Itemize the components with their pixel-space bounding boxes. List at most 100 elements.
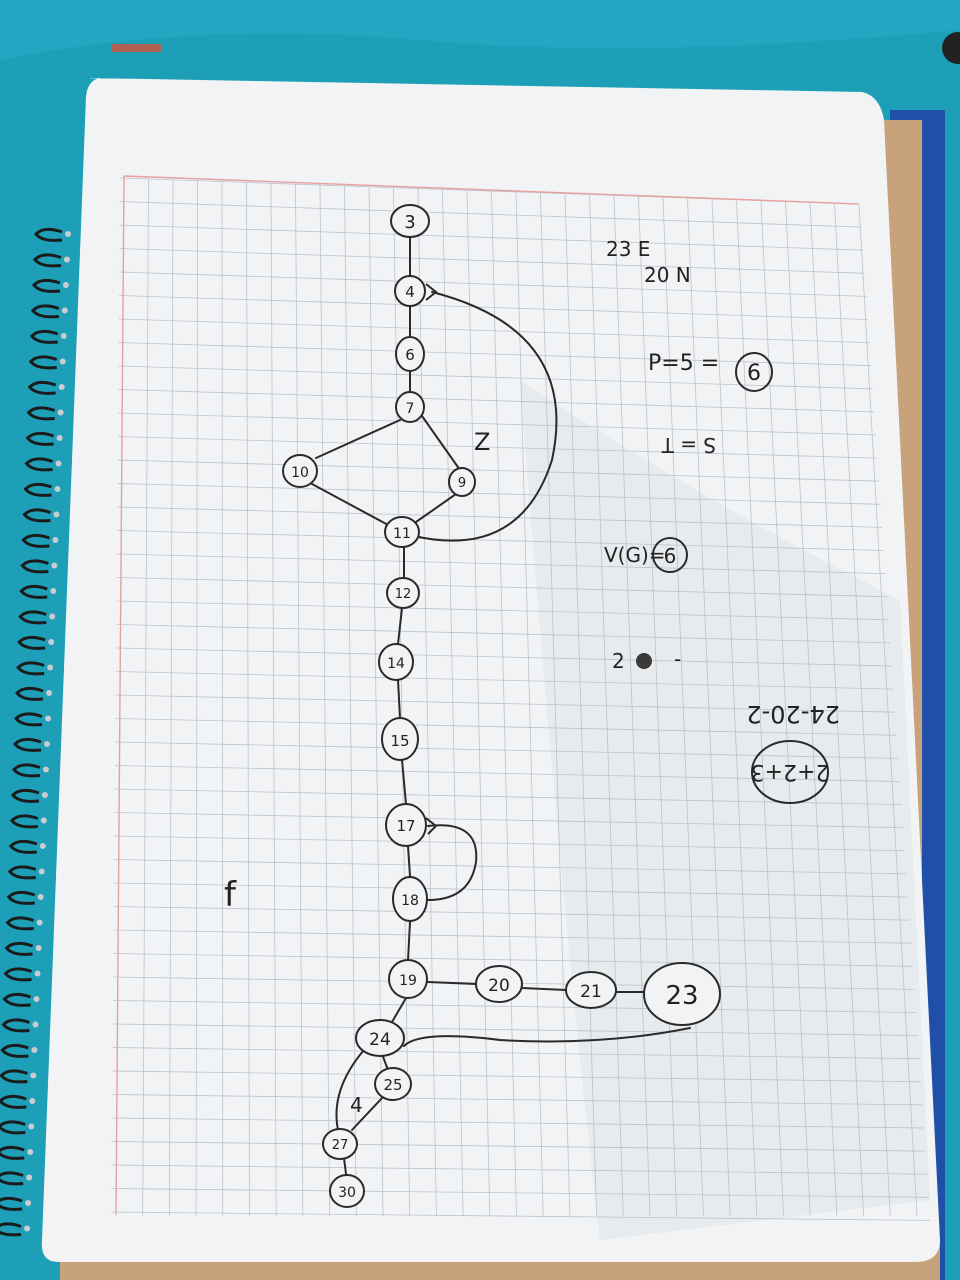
node-11: 11: [384, 516, 420, 548]
spiral-ring: [28, 355, 58, 370]
grid-line-vertical: [687, 198, 731, 1217]
edge-25-27: [351, 1097, 383, 1131]
spiral-hole: [51, 562, 58, 569]
spiral-hole: [49, 613, 56, 620]
spiral-hole: [38, 868, 45, 875]
grid-line-horizontal: [119, 224, 864, 251]
spiral-ring: [0, 1069, 28, 1084]
grid-line-vertical: [638, 196, 678, 1217]
grid-line-horizontal: [117, 436, 878, 459]
grid-line-horizontal: [113, 953, 913, 967]
grid-line-horizontal: [116, 530, 885, 551]
spiral-ring: [14, 712, 43, 727]
spiral-hole: [28, 1123, 35, 1130]
edge-10-11: [311, 483, 391, 527]
grid-line-horizontal: [112, 1047, 920, 1060]
spiral-ring: [29, 329, 59, 344]
spiral-hole: [52, 537, 59, 543]
graph-paper-grid: [111, 177, 931, 1221]
note-s-eq: S = T: [661, 433, 716, 457]
graph-nodes: 3 4 6 7 10 9 11 12 14 15 17 18 19 20 21 …: [282, 204, 721, 1208]
node-label-23: 23: [665, 981, 698, 1011]
spiral-ring: [6, 890, 36, 905]
note-v-result: 6: [664, 544, 677, 568]
spiral-hole: [29, 1098, 36, 1104]
spiral-hole: [35, 945, 42, 951]
spiral-hole: [41, 792, 48, 798]
spiral-ring: [0, 1120, 26, 1135]
spiral-ring: [2, 992, 31, 1007]
grid-line-horizontal: [114, 835, 905, 852]
edge-19-24: [391, 997, 407, 1023]
node-label-17: 17: [396, 817, 415, 835]
edge-12-14: [397, 607, 403, 645]
node-label-3: 3: [404, 212, 415, 233]
spiral-hole: [62, 282, 69, 288]
spiral-hole: [25, 1200, 32, 1206]
node-label-11: 11: [393, 526, 411, 542]
node-25: 25: [374, 1067, 412, 1101]
spiral-hole: [54, 486, 61, 492]
spiral-hole: [26, 1174, 33, 1181]
spiral-ring: [30, 304, 60, 319]
spiral-ring: [20, 559, 49, 574]
note-p-result: 6: [747, 361, 761, 386]
spiral-ring: [5, 916, 35, 931]
edge-19-20: [427, 981, 477, 985]
spiral-ring: [31, 278, 61, 293]
grid-line-horizontal: [118, 389, 875, 413]
grid-line-horizontal: [112, 1000, 917, 1013]
spiral-hole: [45, 715, 52, 722]
spiral-hole: [46, 690, 53, 696]
grid-line-horizontal: [114, 812, 904, 829]
spiral-hole: [27, 1149, 34, 1155]
spiral-hole: [57, 409, 64, 416]
grid-line-horizontal: [119, 201, 862, 228]
grid-line-horizontal: [119, 248, 865, 274]
grid-line-vertical: [295, 184, 304, 1217]
grid-line-horizontal: [118, 342, 872, 367]
grid-line-horizontal: [117, 506, 883, 528]
grid-line-horizontal: [117, 483, 881, 505]
grid-line-horizontal: [115, 647, 893, 667]
spiral-ring: [0, 1171, 24, 1186]
grid-line-horizontal: [111, 1164, 928, 1175]
grid-line-vertical: [760, 201, 811, 1217]
spiral-ring: [24, 457, 54, 472]
grid-line-horizontal: [114, 788, 902, 805]
spiral-ring: [16, 661, 45, 676]
spiral-hole: [33, 996, 40, 1002]
spiral-hole: [56, 435, 63, 441]
spiral-hole: [53, 511, 60, 518]
edge-9-11: [415, 493, 457, 523]
spiral-ring: [0, 1196, 23, 1211]
grid-line-vertical: [270, 183, 277, 1217]
spiral-ring: [27, 380, 57, 395]
spiral-hole: [63, 256, 70, 263]
spiral-hole: [59, 358, 66, 365]
spiral-hole: [42, 766, 49, 773]
node-18: 18: [392, 876, 428, 922]
node-label-27: 27: [332, 1138, 349, 1153]
spiral-ring: [13, 737, 42, 752]
edge-23-24-arc: [403, 1027, 691, 1047]
grid-line-horizontal: [115, 694, 896, 713]
note-p-circle: [735, 352, 773, 392]
grid-line-horizontal: [114, 765, 901, 782]
spiral-ring: [3, 967, 33, 982]
grid-line-horizontal: [113, 906, 910, 921]
margin-line: [115, 175, 859, 1215]
edge-7-10: [315, 419, 401, 459]
spiral-ring: [22, 508, 51, 523]
spiral-ring: [25, 431, 55, 446]
grid-line-vertical: [736, 200, 784, 1217]
node-27: 27: [322, 1128, 358, 1160]
grid-line-vertical: [785, 202, 838, 1217]
grid-line-horizontal: [113, 882, 909, 898]
grid-line-horizontal: [112, 1070, 921, 1083]
grid-line-vertical: [711, 199, 758, 1217]
edge-18-19: [407, 921, 411, 961]
grid-line-horizontal: [116, 600, 889, 621]
grid-line-horizontal: [115, 718, 897, 736]
node-19: 19: [388, 959, 428, 999]
